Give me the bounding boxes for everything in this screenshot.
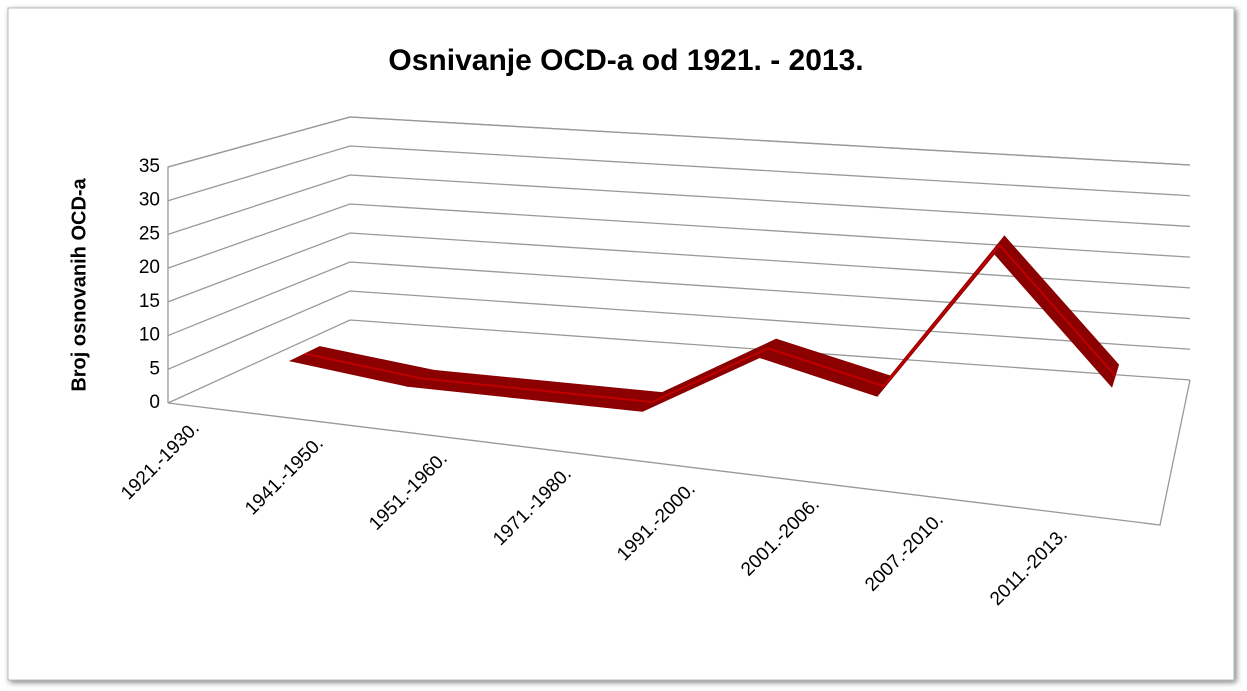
y-tick-label: 0 — [149, 392, 160, 413]
chart-frame — [7, 7, 1235, 681]
y-tick-label: 15 — [139, 291, 160, 312]
grid-line — [167, 116, 1191, 168]
y-tick-label: 30 — [139, 190, 160, 211]
y-tick-label: 5 — [149, 358, 160, 379]
series-line — [304, 243, 1116, 403]
y-axis-title: Broj osnovanih OCD-a — [68, 177, 90, 391]
y-tick-label: 10 — [139, 325, 160, 346]
grid-line — [167, 145, 1191, 202]
y-tick-label: 35 — [139, 156, 160, 177]
grid-line — [167, 174, 1191, 236]
chart-title: Osnivanje OCD-a od 1921. - 2013. — [388, 44, 863, 77]
grid-line — [167, 203, 1191, 269]
grid-line — [167, 290, 1191, 370]
floor-edge — [167, 379, 1191, 526]
grid-line — [167, 261, 1191, 337]
grid-line — [167, 319, 1191, 404]
y-tick-label: 20 — [139, 257, 160, 278]
y-tick-label: 25 — [139, 223, 160, 244]
grid-line — [167, 232, 1191, 303]
